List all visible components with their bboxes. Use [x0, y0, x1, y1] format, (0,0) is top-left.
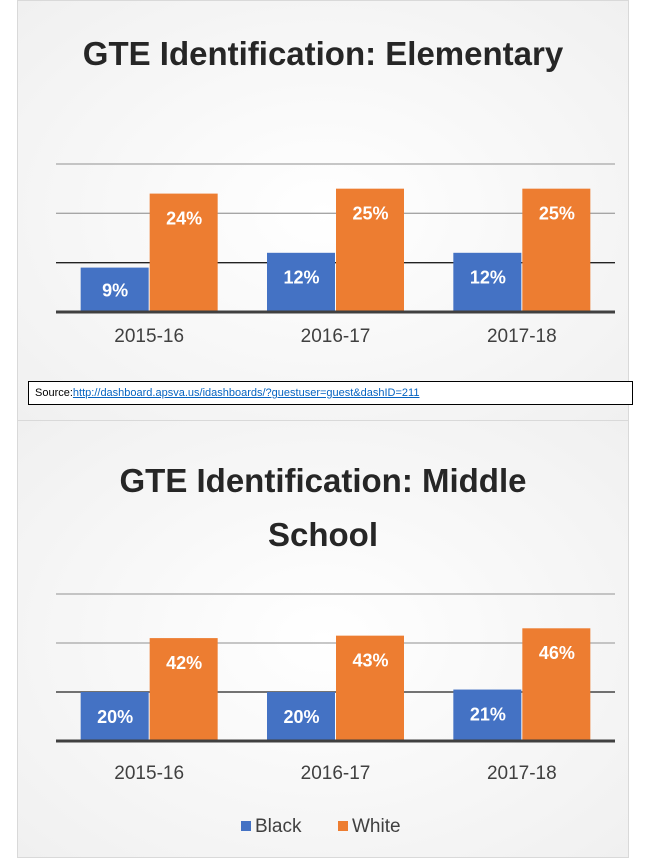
bar	[267, 692, 335, 741]
chart-panel: GTE Identification: Elementary 2015-16 9%…	[17, 0, 629, 425]
data-label: 42%	[166, 653, 202, 673]
x-tick-label: 2016-17	[301, 326, 371, 347]
x-tick-label: 2016-17	[301, 763, 371, 784]
chart-title: GTE Identification: Middle School	[119, 462, 527, 553]
data-label: 43%	[352, 650, 388, 670]
bar	[149, 193, 218, 312]
legend-label: White	[352, 816, 401, 837]
chart: 2015-169%24%2016-1712%25%2017-1812%25%Bl…	[56, 163, 615, 408]
data-label: 20%	[97, 707, 133, 727]
bar	[336, 188, 404, 312]
data-label: 24%	[166, 208, 202, 228]
bar	[453, 689, 522, 741]
bar	[80, 267, 149, 312]
legend-swatch	[241, 821, 251, 831]
bar	[522, 188, 591, 312]
bar	[149, 638, 218, 741]
x-tick-label: 2017-18	[487, 326, 557, 347]
bar	[522, 628, 591, 741]
source-note: Source:http://dashboard.apsva.us/idashbo…	[28, 381, 633, 405]
data-label: 9%	[102, 281, 128, 301]
bar	[453, 252, 522, 312]
data-label: 21%	[470, 704, 506, 724]
bar	[336, 635, 404, 741]
source-label: Source:	[35, 387, 73, 399]
legend-label: Black	[255, 816, 302, 837]
data-label: 20%	[283, 707, 319, 727]
data-label: 12%	[283, 268, 319, 288]
chart-panel: GTE Identification: Middle School 2015-1…	[17, 420, 629, 858]
data-label: 25%	[539, 203, 575, 223]
chart-title: GTE Identification: Elementary	[82, 35, 564, 72]
bar	[80, 692, 149, 741]
x-tick-label: 2015-16	[114, 763, 184, 784]
data-label: 25%	[352, 203, 388, 223]
chart: 2015-16 20% 42% 2016-17 20% 43% 2017-18 21% 46% B…	[56, 593, 615, 837]
legend-swatch	[338, 821, 348, 831]
data-label: 46%	[539, 643, 575, 663]
bar	[267, 252, 335, 312]
x-tick-label: 2017-18	[487, 763, 557, 784]
x-tick-label: 2015-16	[114, 326, 184, 347]
data-label: 12%	[470, 268, 506, 288]
source-link[interactable]: http://dashboard.apsva.us/idashboards/?g…	[72, 387, 420, 399]
